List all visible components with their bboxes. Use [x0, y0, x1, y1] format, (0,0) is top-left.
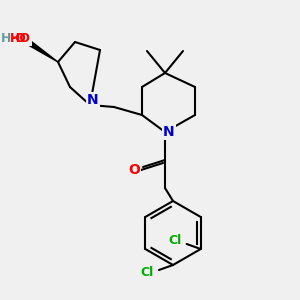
Polygon shape — [27, 40, 58, 62]
Text: H: H — [1, 32, 11, 44]
Text: N: N — [87, 93, 99, 107]
Text: Cl: Cl — [168, 235, 181, 248]
Text: N: N — [163, 125, 175, 139]
Text: O: O — [128, 163, 140, 177]
Text: -O: -O — [10, 32, 26, 44]
Text: Cl: Cl — [140, 266, 154, 280]
Text: HO: HO — [10, 32, 31, 44]
